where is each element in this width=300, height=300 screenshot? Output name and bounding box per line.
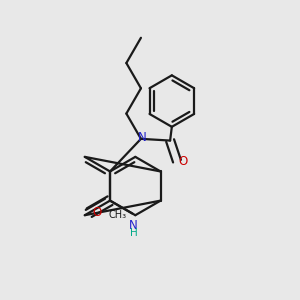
- Text: H: H: [130, 228, 137, 238]
- Text: N: N: [138, 131, 147, 144]
- Text: CH₃: CH₃: [108, 210, 126, 220]
- Text: O: O: [178, 155, 188, 168]
- Text: O: O: [92, 206, 101, 219]
- Text: N: N: [129, 219, 138, 232]
